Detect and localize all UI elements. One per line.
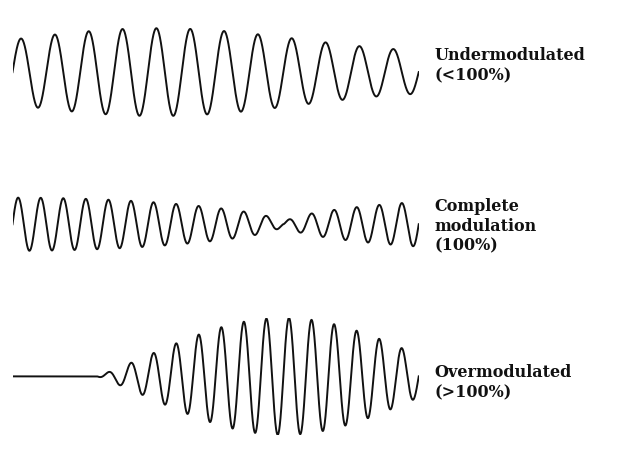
Text: Overmodulated
(>100%): Overmodulated (>100%) [434, 365, 572, 401]
Text: Complete
modulation
(100%): Complete modulation (100%) [434, 198, 537, 255]
Text: Undermodulated
(<100%): Undermodulated (<100%) [434, 48, 585, 84]
